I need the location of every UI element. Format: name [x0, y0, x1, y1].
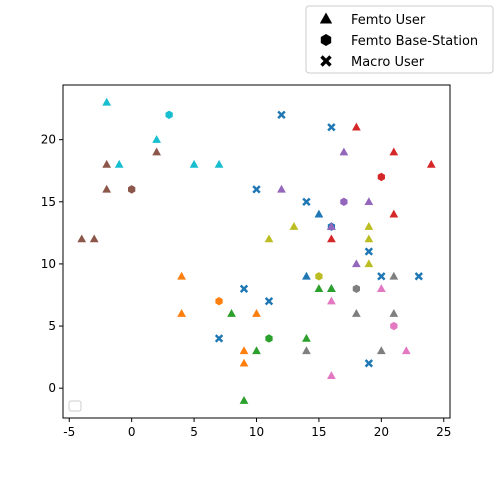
femto-user-point	[239, 358, 249, 367]
femto-user-point	[177, 271, 186, 280]
femto-user-point	[289, 222, 299, 230]
macro-user-point	[277, 110, 286, 119]
femto-user-point	[114, 159, 124, 168]
femto-user-point	[102, 97, 112, 106]
femto-user-point	[352, 309, 361, 317]
femto-base-station-point	[265, 334, 273, 343]
x-tick-label: 5	[190, 425, 198, 439]
femto-user-point	[389, 147, 399, 156]
femto-user-point	[177, 309, 186, 317]
legend-hexagon-icon	[320, 34, 332, 46]
plot-frame	[62, 84, 451, 419]
y-tick-label: 0	[48, 381, 56, 395]
macro-user-point	[264, 297, 274, 306]
femto-base-station-point	[340, 197, 348, 206]
femto-user-point	[77, 234, 87, 243]
femto-user-point	[314, 209, 324, 218]
femto-user-point	[302, 346, 311, 355]
x-tick-label: 20	[374, 425, 389, 439]
x-tick-label: 25	[436, 425, 451, 439]
femto-user-point	[277, 184, 286, 193]
y-axis: 0 5 10 15 20	[41, 133, 63, 395]
legend-x-icon	[320, 55, 332, 67]
x-axis: -5 0 5 10 15 20 25	[63, 418, 451, 439]
femto-user-point	[214, 159, 224, 168]
femto-user-point	[376, 346, 386, 355]
femto-user-point	[102, 184, 112, 193]
femto-user-point	[376, 284, 386, 292]
femto-user-point	[364, 234, 374, 243]
femto-user-point	[327, 234, 336, 243]
femto-user-point	[401, 346, 411, 355]
macro-user-point	[414, 272, 423, 281]
femto-user-point	[227, 309, 236, 317]
legend-label-femto-user: Femto User	[351, 13, 426, 28]
femto-user-point	[364, 222, 374, 230]
macro-user-point	[239, 284, 249, 293]
x-tick-label: -5	[63, 425, 75, 439]
macro-user-point	[214, 334, 224, 343]
legend-label-femto-base-station: Femto Base-Station	[351, 34, 478, 49]
femto-user-point	[152, 147, 161, 156]
legend-triangle-icon	[319, 12, 333, 24]
femto-user-point	[264, 234, 274, 243]
femto-user-point	[189, 159, 199, 168]
femto-user-point	[327, 222, 336, 230]
y-tick-label: 20	[41, 133, 56, 147]
femto-user-point	[389, 271, 399, 280]
femto-user-point	[327, 284, 336, 292]
x-tick-label: 15	[311, 425, 326, 439]
legend-label-macro-user: Macro User	[351, 55, 425, 70]
femto-user-point	[302, 333, 311, 342]
femto-base-station-point	[377, 172, 385, 182]
femto-base-station-point	[315, 272, 323, 281]
macro-user-point	[327, 123, 336, 132]
femto-base-station-point	[215, 297, 223, 306]
x-tick-label: 10	[249, 425, 264, 439]
femto-user-point	[352, 122, 361, 131]
y-tick-label: 15	[41, 195, 56, 209]
x-tick-label: 0	[128, 425, 136, 439]
plot-marks	[77, 97, 436, 404]
femto-user-point	[426, 159, 436, 168]
femto-base-station-point	[390, 321, 398, 331]
femto-user-point	[352, 259, 361, 268]
y-tick-label: 5	[48, 319, 56, 333]
femto-user-point	[252, 346, 261, 355]
macro-user-point	[252, 185, 261, 194]
femto-user-point	[364, 259, 374, 268]
femto-user-point	[89, 234, 99, 243]
femto-base-station-point	[128, 185, 136, 194]
femto-user-point	[102, 159, 112, 168]
femto-user-point	[239, 346, 249, 355]
legend-frame	[305, 5, 494, 74]
y-tick-label: 10	[41, 257, 56, 271]
macro-user-point	[364, 247, 374, 256]
femto-user-point	[302, 271, 311, 280]
femto-base-station-point	[352, 284, 361, 293]
femto-user-point	[327, 296, 336, 305]
femto-user-point	[314, 284, 324, 292]
macro-user-point	[364, 359, 374, 368]
empty-legend-box	[68, 400, 82, 412]
femto-user-point	[252, 309, 261, 317]
femto-user-point	[327, 371, 336, 379]
femto-user-point	[239, 396, 249, 404]
legend: Femto User Femto Base-Station Macro User	[305, 5, 494, 74]
macro-user-point	[302, 197, 311, 206]
femto-user-point	[364, 197, 374, 206]
femto-user-point	[339, 147, 349, 156]
macro-user-point	[377, 272, 386, 281]
femto-user-point	[152, 135, 161, 143]
femto-base-station-point	[165, 110, 173, 120]
femto-user-point	[389, 309, 399, 317]
femto-user-point	[389, 209, 399, 218]
